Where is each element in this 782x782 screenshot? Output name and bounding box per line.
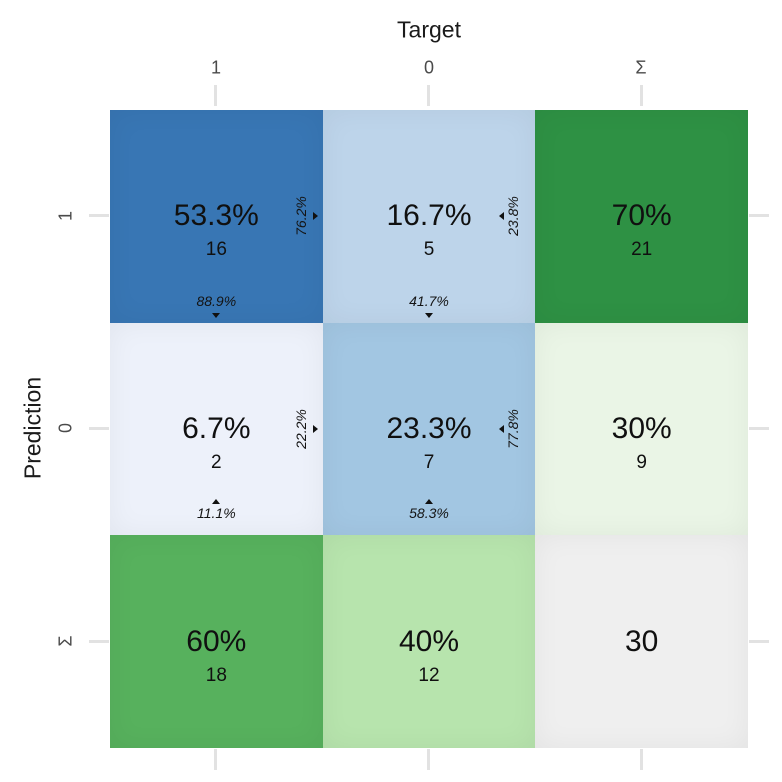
tick-top-sum (640, 85, 643, 106)
cell-sum-target0: 40% 12 (322, 535, 536, 748)
arrow-left-icon (499, 424, 505, 433)
cell-overall-pct: 23.3% (386, 411, 472, 445)
cell-overall-pct: 6.7% (182, 411, 251, 445)
cell-col-pct: 11.1% (196, 505, 236, 522)
cell-count: 21 (631, 239, 653, 261)
arrow-left-icon (499, 212, 505, 221)
tick-bottom-sum (640, 749, 643, 770)
tick-right-1 (749, 214, 769, 217)
cell-overall-pct: 53.3% (173, 199, 259, 233)
cell-col-pct: 88.9% (196, 292, 237, 309)
cell-row-pct-wrap: 77.8% (505, 323, 521, 536)
cell-overall-pct: 40% (398, 624, 460, 658)
cell-row-pct: 77.8% (505, 409, 522, 449)
tick-left-sum (89, 640, 109, 643)
cell-total: 30 (535, 535, 748, 748)
cell-overall-pct: 60% (186, 624, 247, 658)
matrix-grid: 53.3% 16 76.2% 88.9% 16.7% 5 23.8% 41.7%… (110, 110, 748, 748)
cell-count: 18 (205, 664, 227, 686)
arrow-up-icon (212, 499, 221, 505)
tick-bottom-0 (427, 749, 430, 770)
x-axis-title: Target (397, 16, 461, 43)
cell-pred1-target0: 16.7% 5 23.8% 41.7% (322, 110, 536, 323)
cell-count: 5 (423, 239, 435, 261)
cell-row-pct-wrap: 76.2% (293, 110, 309, 323)
y-axis-title: Prediction (19, 376, 46, 480)
x-axis-label-0: 0 (423, 57, 435, 78)
tick-top-1 (214, 85, 217, 106)
arrow-up-icon (424, 499, 433, 505)
cell-col-pct: 58.3% (409, 505, 449, 522)
cell-row-pct-wrap: 22.2% (293, 323, 309, 536)
cell-pred1-target1: 53.3% 16 76.2% 88.9% (110, 110, 323, 323)
cell-overall-pct: 30% (611, 411, 672, 445)
cell-count: 9 (636, 452, 647, 474)
cell-row-pct: 23.8% (505, 196, 522, 237)
arrow-right-icon (312, 424, 318, 433)
cell-row-pct-wrap: 23.8% (505, 110, 521, 323)
cell-count: 12 (418, 664, 440, 686)
cell-pred0-target0: 23.3% 7 77.8% 58.3% (322, 322, 536, 536)
cell-total-count: 30 (624, 624, 659, 658)
cell-overall-pct: 16.7% (386, 199, 472, 233)
tick-bottom-1 (214, 749, 217, 770)
cell-row-pct: 76.2% (292, 196, 309, 237)
x-axis-label-1: 1 (210, 57, 222, 78)
y-axis-label-sum: Σ (55, 635, 76, 647)
cell-count: 16 (205, 239, 227, 261)
y-axis-label-0: 0 (55, 422, 76, 434)
cell-sum-target1: 60% 18 (110, 535, 323, 748)
cell-row-pct: 22.2% (292, 409, 309, 449)
x-axis-label-sum: Σ (635, 57, 647, 78)
cell-col-pct: 41.7% (409, 292, 449, 309)
tick-right-sum (749, 640, 769, 643)
tick-left-1 (89, 214, 109, 217)
tick-top-0 (427, 85, 430, 106)
cell-count: 7 (423, 452, 435, 474)
cell-count: 2 (211, 452, 222, 474)
cell-overall-pct: 70% (611, 199, 672, 233)
arrow-down-icon (424, 312, 433, 318)
cell-pred0-target1: 6.7% 2 22.2% 11.1% (110, 322, 323, 536)
cell-pred1-sum: 70% 21 (535, 110, 748, 323)
arrow-down-icon (212, 312, 221, 318)
arrow-right-icon (312, 212, 318, 221)
y-axis-label-1: 1 (55, 210, 76, 222)
tick-left-0 (89, 427, 109, 430)
cell-pred0-sum: 30% 9 (535, 322, 748, 536)
tick-right-0 (749, 427, 769, 430)
